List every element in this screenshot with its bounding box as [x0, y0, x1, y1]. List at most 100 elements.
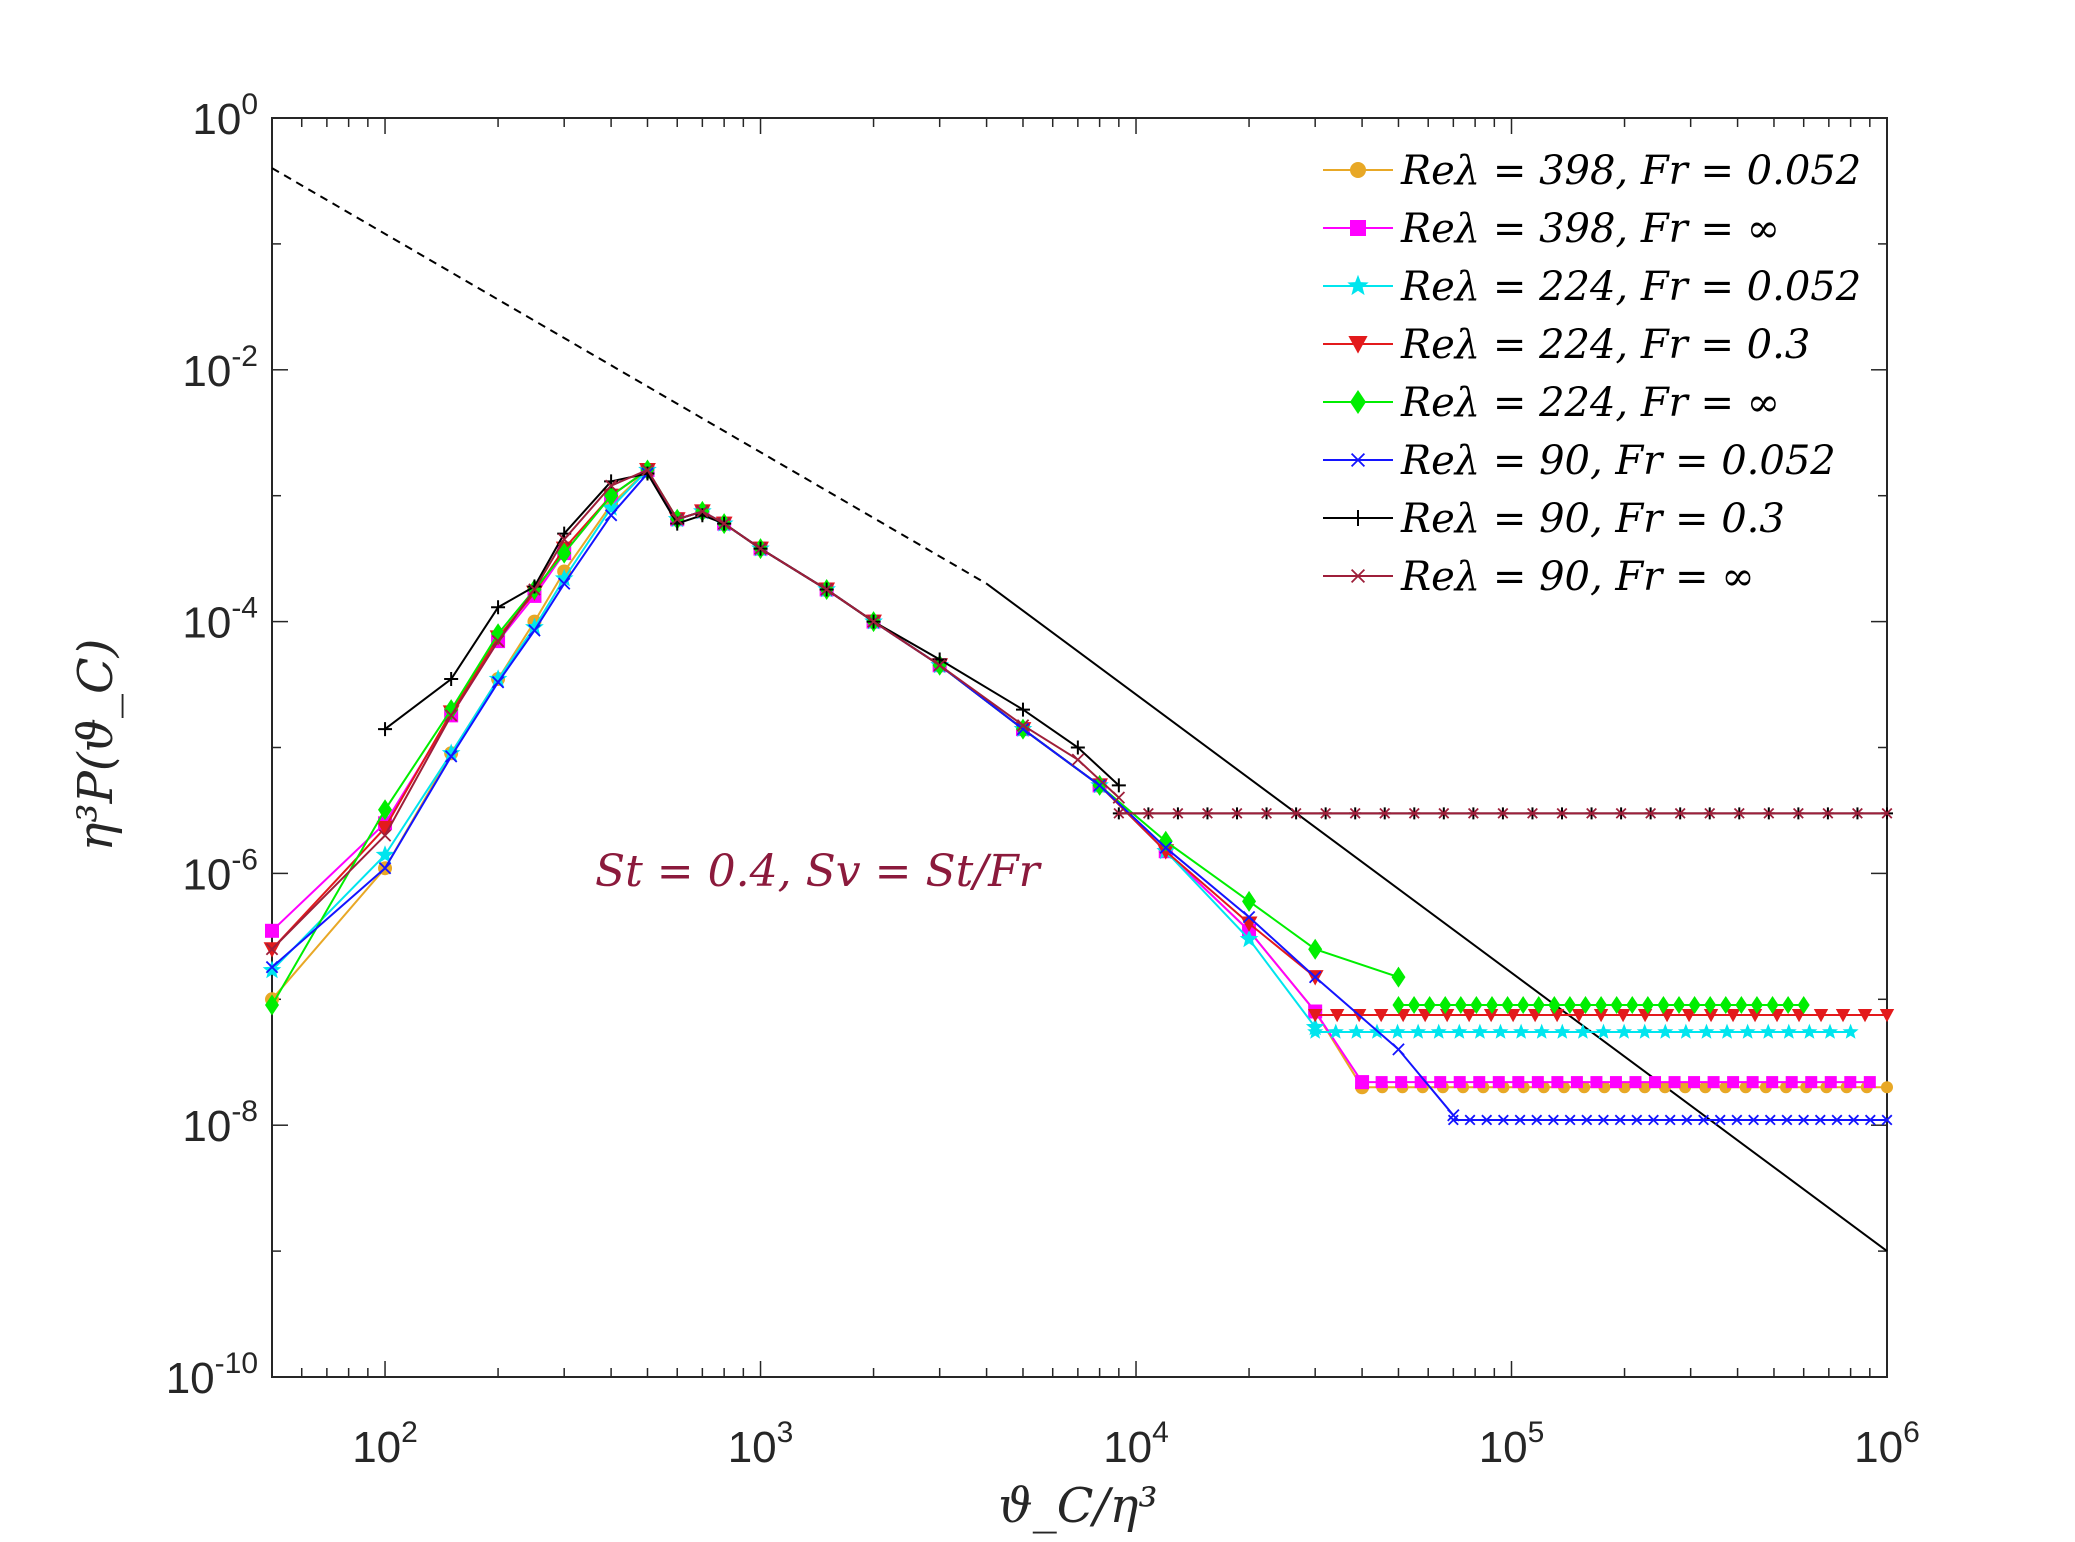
legend-marker [1350, 568, 1366, 584]
series-re-90-fr-floor-point [1320, 807, 1332, 819]
legend-label: Reλ = 224, Fr = 0.052 [1400, 264, 1861, 310]
series-re-224-fr-floor-point [1595, 996, 1608, 1015]
legend-label: Reλ = 90, Fr = ∞ [1400, 554, 1755, 600]
series-re-90-fr-floor-point [1792, 807, 1804, 819]
series-re-398-fr-floor-point [1375, 1076, 1388, 1089]
series-re-224-fr-0-052-point [488, 669, 508, 687]
series-re-90-fr-floor-point [1202, 807, 1213, 819]
legend-item-re-90-fr: Reλ = 90, Fr = ∞ [1323, 554, 1755, 600]
series-re-90-fr-0-052-point [1159, 841, 1172, 854]
legend-label: Reλ = 224, Fr = 0.3 [1400, 322, 1810, 368]
series-re-398-fr-floor-point [1727, 1076, 1740, 1089]
series-re-90-fr-0-052-point [1392, 1043, 1405, 1056]
series-re-224-fr-0-052-floor-point [1410, 1023, 1427, 1039]
series-re-90-fr-0-052-point [378, 861, 392, 875]
series-re-224-fr-0-052-floor-point [1780, 1023, 1797, 1039]
series-re-90-fr-0-052-floor-point [1698, 1114, 1709, 1126]
series-re-90-fr-floor-point [1261, 807, 1272, 819]
series-re-90-fr-0-052-floor-point [1447, 1114, 1459, 1126]
y-tick-labels: 100 10-2 10-4 10-6 10-8 10-10 [166, 88, 258, 1403]
series-re-398-fr-floor-point [1746, 1076, 1759, 1089]
series-re-224-fr-0-052-point [554, 568, 574, 587]
series-re-90-fr-0-052-point [1242, 910, 1256, 924]
series-re-398-fr-floor-point [1609, 1076, 1622, 1089]
series-re-398-fr-0-052-floor-point [1658, 1081, 1671, 1094]
series-re-90-fr-0-052-floor-point [1814, 1114, 1826, 1126]
series-re-224-fr-0-052-point [441, 743, 461, 762]
series-re-224-fr-floor-point [1797, 996, 1810, 1015]
series-re-90-fr-0-052-point [444, 750, 458, 763]
series-re-90-fr-0-052-floor-point [1764, 1114, 1776, 1126]
series-re-90-fr-0-052-floor-point [1547, 1114, 1559, 1126]
reference-line-dashed [271, 167, 988, 585]
series-re-90-fr-floor-point [1467, 807, 1479, 819]
series-re-90-fr-floor-point [1556, 807, 1568, 819]
series-re-90-fr-floor-point [1674, 807, 1686, 819]
series-re-398-fr-floor-point [1688, 1076, 1701, 1089]
series-re-224-fr-0-052-floor-point [1822, 1023, 1838, 1039]
axis-ticks [271, 117, 1888, 1378]
series-re-90-fr-point [1112, 791, 1126, 804]
series-re-398-fr-floor-point [1805, 1076, 1818, 1089]
series-re-224-fr-0-052-floor-point [1595, 1023, 1612, 1039]
series-re-90-fr-0-052-floor-point [1798, 1114, 1810, 1126]
series-re-224-fr-point [1242, 890, 1257, 912]
x-tick-labels: 102 103 104 105 106 [352, 1416, 1920, 1472]
series-re-224-fr-floor-point [1423, 996, 1436, 1015]
series-re-398-fr-floor-point [1395, 1076, 1408, 1089]
series-re-224-fr-0-052-point [1239, 929, 1259, 948]
series-re-224-fr-0-052-floor-point [1513, 1023, 1530, 1039]
legend-item-re-90-fr-0-3: Reλ = 90, Fr = 0.3 [1323, 496, 1785, 542]
series-re-224-fr-0-3-point [1157, 844, 1175, 860]
series-re-224-fr-0-3-point [376, 820, 394, 837]
series-re-90-fr-0-052-floor-point [1598, 1114, 1609, 1126]
series-re-224-fr-0-3-floor-point [1813, 1009, 1829, 1023]
series-re-224-fr-0-052-floor-point [1492, 1023, 1509, 1039]
series-re-90-fr-0-3-point [1111, 778, 1126, 793]
series-re-398-fr-floor-point [1570, 1076, 1583, 1089]
series-re-90-fr-0-052-floor-point [1497, 1114, 1509, 1126]
series-re-90-fr-floor-point [1438, 807, 1450, 819]
series-re-398-fr-floor-point [1473, 1076, 1486, 1089]
series-re-398-fr-floor-point [1492, 1076, 1505, 1089]
series-re-224-fr-0-3-floor-point [1725, 1009, 1741, 1023]
series-re-398-fr-floor-point [1531, 1076, 1544, 1089]
series-re-224-fr-floor-point [1501, 996, 1514, 1015]
series-re-90-fr-0-3-point [378, 722, 393, 737]
series-re-224-fr-0-052-floor-point [1657, 1023, 1674, 1039]
series-re-224-fr-floor-point [1548, 996, 1561, 1015]
series-re-90-fr-0-052-floor-point [1681, 1114, 1693, 1126]
series-re-224-fr-point [557, 542, 572, 564]
legend-item-re-398-fr-0-052: Reλ = 398, Fr = 0.052 [1323, 148, 1861, 194]
series-re-224-fr-floor-point [1750, 996, 1763, 1015]
series-re-224-fr-floor-point [1673, 996, 1686, 1015]
series-re-224-fr-0-052-floor-point [1616, 1023, 1633, 1039]
series-re-90-fr-0-3-point [444, 672, 459, 687]
series-re-224-fr-floor-point [1392, 996, 1405, 1015]
legend-marker [1350, 390, 1366, 414]
legend-item-re-224-fr-0-052: Reλ = 224, Fr = 0.052 [1323, 264, 1861, 310]
series-re-224-fr-0-052-floor-point [1389, 1023, 1406, 1039]
legend-marker [1350, 452, 1366, 468]
legend-label: Reλ = 90, Fr = 0.052 [1400, 438, 1836, 484]
series-re-224-fr-0-052-floor-point [1430, 1023, 1447, 1039]
series-re-90-fr-0-052-point [1093, 779, 1106, 792]
series-re-90-fr-floor-point [1113, 807, 1125, 819]
series-re-224-fr-floor-point [1517, 996, 1530, 1015]
legend-item-re-224-fr-0-3: Reλ = 224, Fr = 0.3 [1323, 322, 1810, 368]
series-re-224-fr-floor-point [1439, 996, 1452, 1015]
series-re-90-fr-point [754, 542, 767, 555]
series-re-224-fr-floor-point [1470, 996, 1483, 1015]
series-re-90-fr-0-052-floor-point [1648, 1114, 1659, 1126]
series-re-224-fr-floor-point [1532, 996, 1545, 1015]
series-re-90-fr-point [491, 634, 505, 648]
series-re-90-fr-0-052-floor-point [1848, 1114, 1860, 1126]
series-re-224-fr-point [265, 994, 279, 1016]
series-re-398-fr-point [265, 923, 279, 938]
series-re-224-fr-point [1308, 938, 1323, 960]
series-re-90-fr-0-052-point [1447, 1108, 1460, 1122]
legend-item-re-90-fr-0-052: Reλ = 90, Fr = 0.052 [1323, 438, 1836, 484]
legend-marker [1350, 510, 1366, 526]
